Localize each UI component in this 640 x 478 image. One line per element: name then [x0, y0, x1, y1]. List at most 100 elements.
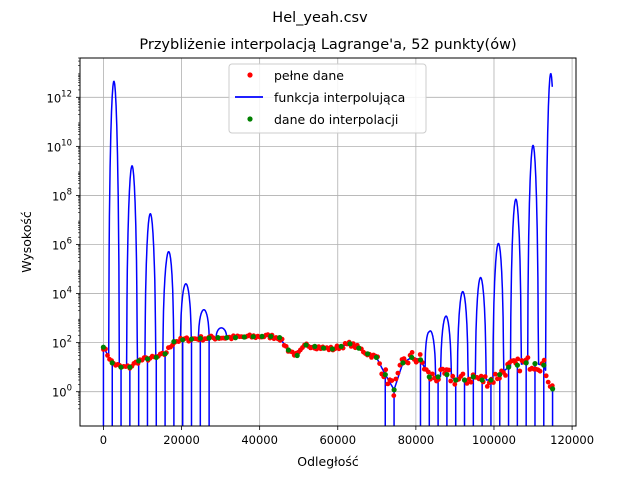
- x-tick-label: 120000: [550, 433, 594, 447]
- y-tick-label: 104: [52, 286, 72, 302]
- y-tick-label: 102: [52, 335, 72, 351]
- interpolation-data-point: [285, 347, 291, 353]
- full-data-point: [377, 361, 382, 366]
- interpolation-data-point: [127, 364, 133, 370]
- full-data-point: [389, 378, 395, 383]
- full-data-point: [503, 373, 508, 378]
- interpolation-data-point: [321, 345, 327, 351]
- full-data-point: [393, 376, 399, 382]
- y-tick-label: 106: [52, 237, 72, 253]
- legend-label-interp-data: dane do interpolacji: [274, 112, 398, 127]
- plot-area: [100, 72, 556, 426]
- interpolation-data-point: [356, 345, 362, 351]
- y-tick-label: 1010: [47, 138, 72, 154]
- interpolation-data-point: [400, 360, 406, 366]
- interpolation-data-point: [215, 335, 221, 341]
- interpolation-data-point: [109, 360, 115, 366]
- full-data-point: [478, 373, 484, 379]
- legend: pełne dane funkcja interpolująca dane do…: [228, 63, 427, 134]
- interpolation-data-point: [100, 344, 106, 350]
- interpolation-data-point: [550, 386, 556, 392]
- axes-frame: [79, 57, 577, 427]
- full-data-point: [385, 381, 391, 387]
- interpolation-data-point: [241, 334, 247, 340]
- interpolation-data-point: [268, 333, 274, 339]
- x-tick-label: 60000: [319, 433, 356, 447]
- interpolation-data-point: [224, 335, 230, 341]
- y-tick-label: 1012: [47, 89, 72, 105]
- full-data-point: [452, 381, 458, 387]
- full-data-point: [497, 375, 502, 381]
- full-data-point: [482, 374, 488, 379]
- full-data-point: [440, 366, 445, 372]
- interpolation-data-point: [523, 360, 529, 366]
- full-data-point: [450, 373, 456, 379]
- interpolation-data-point: [435, 374, 441, 380]
- interpolation-data-point: [479, 377, 485, 383]
- x-tick-label: 20000: [163, 433, 200, 447]
- interpolation-data-point: [497, 372, 503, 378]
- x-tick-label: 100000: [472, 433, 516, 447]
- chart-title: Przybliżenie interpolacją Lagrange'a, 52…: [139, 37, 516, 53]
- legend-label-interp-function: funkcja interpolująca: [274, 90, 405, 105]
- y-tick-label: 100: [52, 384, 72, 400]
- interpolation-data-point: [514, 362, 521, 368]
- interpolation-data-point: [365, 351, 371, 357]
- full-data-point: [517, 368, 523, 374]
- full-data-point: [448, 378, 454, 384]
- x-tick-label: 40000: [241, 433, 278, 447]
- interpolation-data-point: [488, 377, 494, 383]
- interpolation-data-point: [232, 335, 239, 341]
- full-data-point: [515, 356, 521, 362]
- interpolation-data-point: [461, 377, 468, 383]
- interpolation-data-point: [444, 372, 450, 378]
- full-data-point: [395, 370, 401, 376]
- full-data-point: [468, 379, 474, 385]
- interpolation-data-point: [180, 337, 186, 343]
- interpolation-data-point: [506, 364, 512, 370]
- figure-suptitle: Hel_yeah.csv: [272, 10, 368, 26]
- interpolation-data-point: [347, 341, 353, 347]
- full-data-point: [541, 357, 547, 363]
- full-data-point: [426, 369, 431, 375]
- x-axis-label: Odległość: [297, 454, 359, 469]
- interpolation-data-point: [277, 335, 283, 341]
- interpolation-data-point: [303, 342, 309, 348]
- interpolation-data-point: [136, 358, 142, 364]
- interpolation-data-point: [153, 354, 159, 360]
- interpolation-data-point: [338, 343, 344, 349]
- interpolation-data-point: [206, 335, 212, 341]
- legend-marker-interp-data: [247, 116, 253, 122]
- full-data-point: [460, 371, 466, 377]
- full-data-point: [484, 384, 490, 389]
- x-tick-label: 80000: [398, 433, 435, 447]
- interpolation-data-point: [118, 364, 124, 370]
- x-axis-ticks: 0 20000 40000 60000 80000 100000 120000: [100, 426, 594, 447]
- full-data-point: [537, 368, 543, 374]
- interpolation-data-point: [541, 362, 547, 368]
- interpolation-data-point: [162, 351, 168, 357]
- full-data-point: [391, 393, 397, 398]
- legend-marker-full-data: [247, 72, 253, 78]
- y-axis-label: Wysokość: [19, 211, 34, 273]
- full-data-point: [409, 350, 415, 355]
- interpolation-data-point: [391, 387, 397, 393]
- interpolation-data-point: [417, 357, 424, 363]
- full-data-point: [525, 355, 531, 360]
- full-data-point: [417, 352, 423, 357]
- interpolation-data-point: [532, 361, 538, 367]
- interpolation-data-point: [470, 374, 476, 380]
- full-data-point: [493, 371, 498, 377]
- y-tick-label: 108: [52, 187, 72, 203]
- interpolation-data-point: [373, 354, 379, 360]
- interpolation-data-point: [382, 372, 388, 378]
- interpolation-data-point: [453, 377, 459, 383]
- full-data-point: [545, 379, 551, 385]
- interpolation-data-point: [188, 336, 195, 342]
- full-data-point: [446, 367, 452, 373]
- legend-label-full-data: pełne dane: [274, 68, 344, 83]
- interpolation-data-point: [171, 339, 177, 345]
- x-tick-label: 0: [100, 433, 107, 447]
- interpolation-data-point: [197, 335, 203, 341]
